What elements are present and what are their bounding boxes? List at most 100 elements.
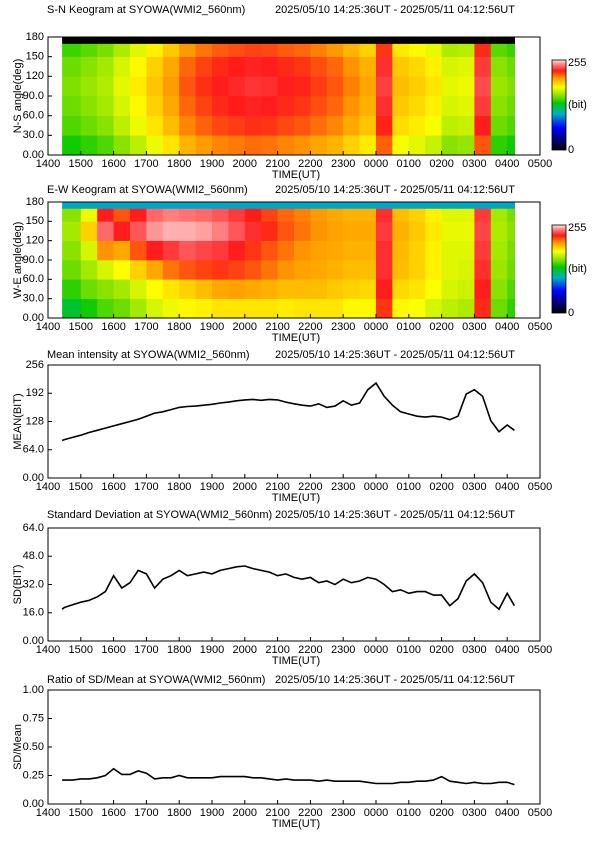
heatmap-cell xyxy=(326,279,344,299)
heatmap-cell xyxy=(162,298,180,319)
heatmap-cell xyxy=(392,279,410,299)
heatmap-cell xyxy=(376,37,393,44)
heatmap-cell xyxy=(80,56,98,77)
heatmap-cell xyxy=(326,135,344,156)
heatmap-cell xyxy=(343,298,361,319)
heatmap-cell xyxy=(277,96,295,116)
y-tick-label: 0.00 xyxy=(23,635,44,647)
heatmap-cell xyxy=(228,76,246,97)
x-tick-label: 2100 xyxy=(265,644,289,656)
x-tick-label: 0000 xyxy=(364,481,388,493)
colorbar-min-label: 0 xyxy=(568,144,574,156)
heatmap-cell xyxy=(458,240,475,261)
heatmap-cell xyxy=(212,56,229,77)
heatmap-cell xyxy=(458,56,475,77)
panel-subtitle: 2025/05/10 14:25:36UT - 2025/05/11 04:12… xyxy=(275,509,515,521)
heatmap-cell xyxy=(244,115,262,136)
x-tick-label: 0100 xyxy=(397,807,421,819)
heatmap-cell xyxy=(195,115,213,136)
heatmap-cell xyxy=(113,240,131,261)
y-tick-label: 150 xyxy=(26,51,44,63)
heatmap-cell xyxy=(310,240,328,261)
heatmap-cell xyxy=(162,56,180,77)
heatmap-cell xyxy=(212,37,229,44)
heatmap-cell xyxy=(458,221,475,241)
y-tick-label: 30.0 xyxy=(23,129,44,141)
heatmap-cell xyxy=(490,298,508,319)
y-tick-label: 64.0 xyxy=(23,444,44,456)
heatmap-cell xyxy=(326,260,344,280)
heatmap-cell xyxy=(228,221,246,241)
heatmap-cell xyxy=(80,221,98,241)
heatmap-cell xyxy=(179,221,197,241)
x-tick-label: 0200 xyxy=(429,807,453,819)
heatmap-cell xyxy=(277,37,295,44)
heatmap-cell xyxy=(146,260,164,280)
x-tick-label: 1500 xyxy=(69,321,93,333)
heatmap-cell xyxy=(376,56,393,77)
heatmap-cell xyxy=(392,96,410,116)
heatmap-cell xyxy=(294,279,311,299)
x-tick-label: 0400 xyxy=(495,321,519,333)
heatmap-cell xyxy=(97,43,115,57)
heatmap-cell xyxy=(212,76,229,97)
y-tick-label: 0.50 xyxy=(23,741,44,753)
heatmap-cell xyxy=(228,56,246,77)
x-tick-label: 1400 xyxy=(36,481,60,493)
x-tick-label: 0100 xyxy=(397,644,421,656)
heatmap-cell xyxy=(228,279,246,299)
heatmap-cell xyxy=(441,76,459,97)
heatmap-cell xyxy=(474,96,492,116)
heatmap-cell xyxy=(294,115,311,136)
x-tick-label: 2100 xyxy=(265,321,289,333)
heatmap-cell xyxy=(507,260,516,280)
heatmap-cell xyxy=(62,56,82,77)
heatmap-cell xyxy=(113,208,131,222)
heatmap-cell xyxy=(244,56,262,77)
heatmap-cell xyxy=(146,37,164,44)
heatmap-cell xyxy=(343,260,361,280)
heatmap-cell xyxy=(162,76,180,97)
heatmap-cell xyxy=(228,135,246,156)
heatmap-cell xyxy=(62,135,82,156)
heatmap-cell xyxy=(130,221,147,241)
heatmap-cell xyxy=(113,202,131,209)
x-tick-label: 1700 xyxy=(134,481,158,493)
heatmap-cell xyxy=(62,279,82,299)
x-tick-label: 2200 xyxy=(298,807,322,819)
heatmap-cell xyxy=(130,135,147,156)
y-tick-label: 0.00 xyxy=(23,798,44,810)
heatmap-cell xyxy=(261,76,279,97)
heatmap-cell xyxy=(376,240,393,261)
heatmap-cell xyxy=(244,96,262,116)
heatmap-cell xyxy=(458,115,475,136)
colorbar-max-label: 255 xyxy=(568,222,586,234)
heatmap-cell xyxy=(441,298,459,319)
heatmap-cell xyxy=(425,260,443,280)
heatmap-cell xyxy=(261,37,279,44)
x-tick-label: 1800 xyxy=(167,644,191,656)
x-tick-label: 1700 xyxy=(134,644,158,656)
heatmap-cell xyxy=(162,221,180,241)
heatmap-cell xyxy=(310,43,328,57)
x-tick-label: 0300 xyxy=(462,807,486,819)
heatmap-cell xyxy=(359,135,377,156)
heatmap-cell xyxy=(130,76,147,97)
y-tick-label: 16.0 xyxy=(23,607,44,619)
heatmap-cell xyxy=(343,43,361,57)
x-tick-label: 0000 xyxy=(364,807,388,819)
heatmap-cell xyxy=(376,135,393,156)
heatmap-cell xyxy=(162,240,180,261)
x-tick-label: 1700 xyxy=(134,807,158,819)
heatmap-cell xyxy=(376,202,393,209)
heatmap-cell xyxy=(343,96,361,116)
heatmap-cell xyxy=(310,208,328,222)
heatmap-cell xyxy=(130,56,147,77)
heatmap-cell xyxy=(130,240,147,261)
heatmap-cell xyxy=(80,96,98,116)
heatmap-cell xyxy=(392,135,410,156)
colorbar-min-label: 0 xyxy=(568,307,574,319)
heatmap-cell xyxy=(507,135,516,156)
heatmap-cell xyxy=(261,56,279,77)
